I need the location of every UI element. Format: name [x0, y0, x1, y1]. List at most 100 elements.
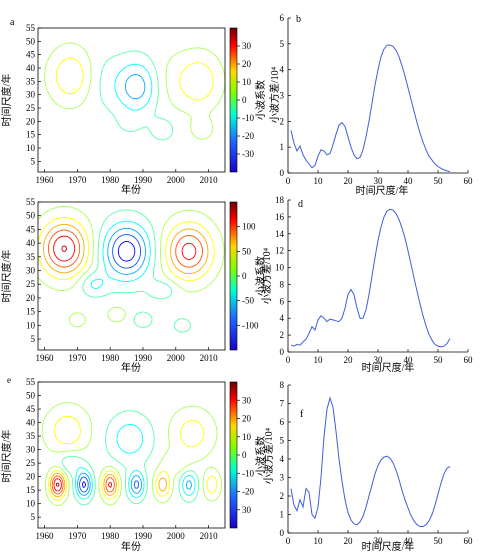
contour-line [37, 217, 215, 282]
colorbar-ticks: 100 50 0 -50 -100 [237, 222, 259, 330]
y-tick-label: 35 [26, 76, 36, 86]
x-axis-ticks: 1960 1970 1980 1990 2000 2010 [36, 347, 219, 363]
contour-line [114, 63, 153, 111]
panel-letter: d [298, 199, 303, 210]
y-tick-label: 4 [280, 65, 285, 75]
contour-line [56, 57, 214, 101]
y-tick-label: 40 [26, 238, 36, 248]
x-tick-label: 10 [314, 355, 324, 365]
y-tick-label: 30 [26, 445, 36, 455]
x-tick-label: 2000 [167, 531, 186, 541]
y-axis-label: 小波方差/10⁴ [260, 247, 273, 304]
colorbar-tick-label: -10 [242, 468, 254, 478]
x-tick-label: 1990 [134, 531, 153, 541]
x-axis-label: 年份 [121, 540, 141, 553]
contour-line [53, 235, 197, 262]
x-tick-label: 1980 [101, 531, 120, 541]
y-tick-label: 30 [26, 266, 36, 276]
y-tick-label: 50 [26, 36, 36, 46]
contour-line [79, 476, 139, 493]
panel-e: e 1960 1970 1980 1990 2000 2010 5101520253035… [0, 375, 267, 553]
y-tick-label: 4 [280, 454, 285, 464]
colorbar-tick-label: 30 [242, 505, 252, 515]
y-tick-label: 4 [280, 313, 285, 323]
contour-line [37, 206, 225, 328]
panel-c: 1960 1970 1980 1990 2000 2010 5 10 15 20 25 30 35 40… [0, 197, 267, 374]
y-tick-label: 6 [280, 417, 285, 427]
y-axis-label: 时间尺度/年 [0, 430, 13, 483]
x-tick-label: 60 [464, 536, 474, 546]
y-tick-label: 25 [26, 279, 36, 289]
y-tick-label: 5 [31, 334, 36, 344]
variance-line [290, 396, 451, 527]
contour-line [47, 229, 203, 268]
x-tick-label: 0 [286, 536, 291, 546]
panel-letter: e [7, 375, 11, 385]
x-tick-label: 60 [464, 176, 474, 186]
x-tick-label: 20 [344, 176, 354, 186]
y-tick-label: 50 [26, 391, 36, 401]
x-tick-label: 1960 [36, 175, 55, 185]
x-tick-label: 10 [314, 536, 324, 546]
colorbar-tick-label: 20 [242, 414, 252, 424]
colorbar-label: 小波系数 [254, 80, 267, 120]
contour-line [75, 424, 196, 500]
variance-line [290, 208, 451, 348]
y-tick-label: 45 [26, 404, 36, 414]
y-tick-label: 5 [280, 39, 285, 49]
y-tick-label: 3 [280, 91, 285, 101]
y-tick-label: 20 [26, 472, 36, 482]
colorbar [229, 381, 238, 529]
line-plot: 0 10 20 30 40 50 60 0 1 2 3 4 5 6 [280, 13, 474, 186]
contour-line [41, 402, 223, 507]
panel-letter: f [300, 409, 304, 420]
x-tick-label: 2000 [167, 353, 186, 363]
colorbar-ticks: 30 20 10 0 -10 -20 30 [237, 395, 254, 515]
x-axis-ticks: 1960 1970 1980 1990 2000 2010 [36, 169, 219, 185]
contour-line [53, 478, 112, 492]
plot-frame [37, 201, 226, 351]
line-plot: 0 10 20 30 40 50 60 0 1 2 3 4 5 6 7 8 [280, 380, 474, 546]
x-tick-label: 20 [344, 355, 354, 365]
colorbar [229, 201, 238, 351]
y-axis-label: 时间尺度/年 [0, 250, 13, 303]
colorbar-tick-label: -20 [242, 131, 254, 141]
x-axis-label: 时间尺度/年 [362, 361, 415, 374]
y-tick-label: 15 [26, 130, 36, 140]
contour-line [90, 220, 151, 289]
y-tick-label: 14 [275, 229, 285, 239]
y-axis-ticks: 5 10 15 20 25 30 35 40 45 50 55 [26, 377, 41, 522]
plot-frame [37, 381, 226, 529]
y-tick-label: 10 [275, 263, 285, 273]
contour-line [107, 227, 146, 275]
x-tick-label: 0 [286, 355, 291, 365]
colorbar-tick-label: 0 [242, 95, 247, 105]
contour-line [112, 234, 142, 269]
colorbar-tick-label: 0 [242, 450, 247, 460]
x-tick-label: 2010 [200, 353, 219, 363]
y-tick-label: 2 [280, 330, 285, 340]
x-tick-label: 1970 [68, 531, 87, 541]
x-axis-label: 年份 [121, 361, 141, 374]
colorbar-tick-label: -20 [242, 487, 254, 497]
x-tick-label: 50 [434, 355, 444, 365]
x-tick-label: 2010 [200, 175, 219, 185]
y-tick-label: 0 [280, 168, 285, 178]
y-tick-label: 0 [280, 347, 285, 357]
colorbar-tick-label: 0 [242, 271, 247, 281]
panel-letter: b [296, 14, 301, 25]
y-tick-label: 12 [275, 246, 284, 256]
contour-line [117, 241, 136, 262]
contour-line [61, 410, 200, 506]
colorbar-tick-label: -30 [242, 149, 254, 159]
x-tick-label: 30 [374, 355, 384, 365]
colorbar-tick-label: 10 [242, 77, 252, 87]
y-tick-label: 40 [26, 418, 36, 428]
contour-line [43, 223, 209, 275]
x-tick-label: 60 [464, 355, 474, 365]
contour-plot [44, 42, 226, 141]
x-tick-label: 50 [434, 536, 444, 546]
y-tick-label: 50 [26, 211, 36, 221]
contour-line [124, 74, 146, 100]
x-tick-label: 2010 [200, 531, 219, 541]
